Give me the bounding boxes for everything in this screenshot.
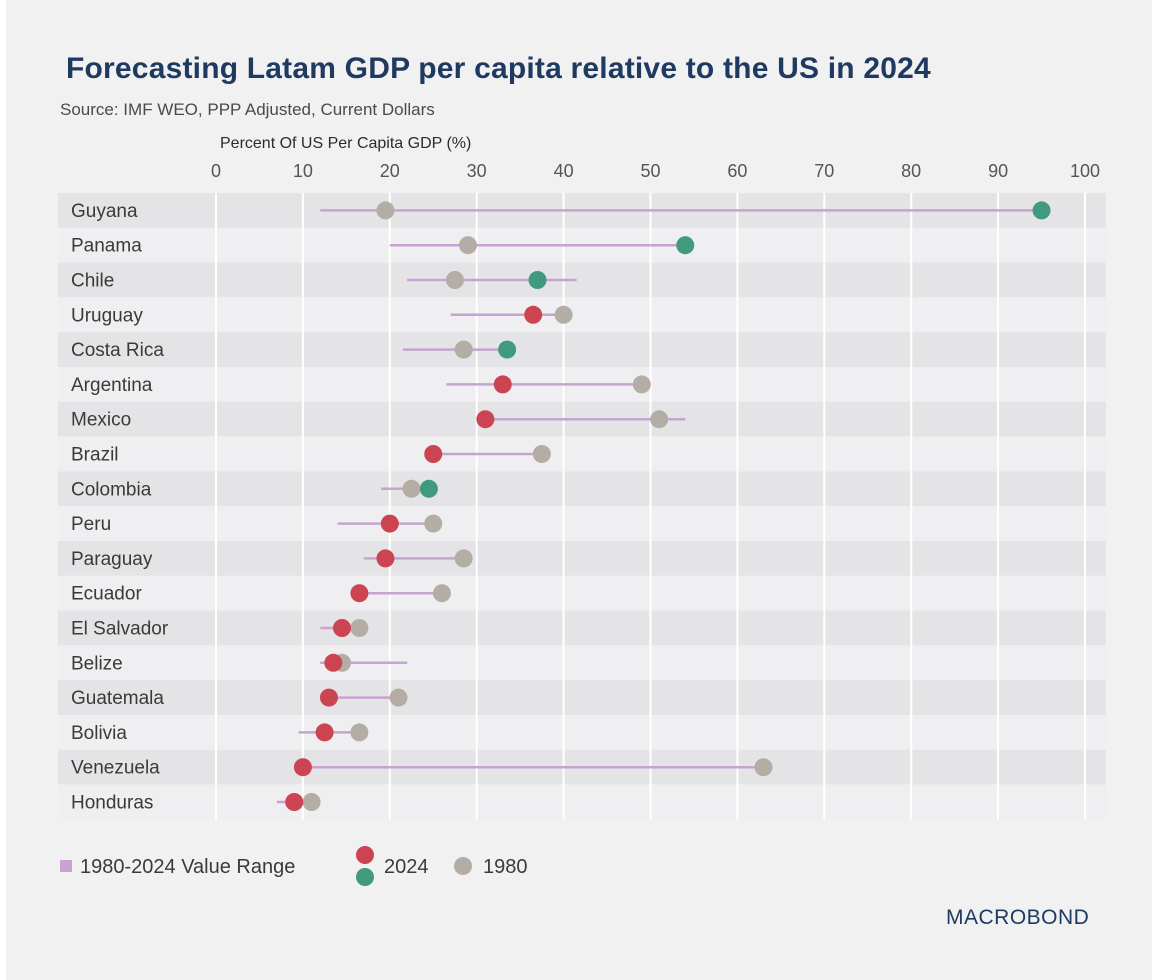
country-label: Brazil [71,445,119,466]
row-band [58,436,1106,472]
country-label: Belize [71,653,123,674]
country-label: Honduras [71,793,153,814]
dot-2024 [324,653,343,672]
dot-2024 [528,271,547,289]
dot-1980 [554,305,573,324]
x-tick-label: 10 [293,161,313,181]
dot-2024 [424,445,443,463]
dot-2024 [380,514,399,533]
dot-1980 [445,271,464,289]
row-band [58,680,1106,715]
row-band [58,471,1106,507]
chart-title: Forecasting Latam GDP per capita relativ… [66,52,931,85]
dot-1980 [350,619,369,637]
legend-1980-dot [454,857,472,875]
x-axis-label: Percent Of US Per Capita GDP (%) [220,135,471,152]
dot-2024 [476,410,495,429]
dot-1980 [650,410,669,429]
macrobond-logo: MACROBOND [946,906,1090,929]
legend-2024-green-dot [356,868,374,886]
country-label: Costa Rica [71,340,164,361]
country-label: Mexico [71,410,131,431]
x-tick-label: 60 [727,161,747,181]
dot-1980 [454,549,473,568]
country-label: Uruguay [71,305,143,326]
legend-range-label: 1980-2024 Value Range [80,856,295,878]
row-band [58,715,1106,750]
dot-2024 [1032,201,1051,220]
dot-2024 [350,584,369,603]
dot-1980 [432,584,451,603]
country-label: Panama [71,236,142,257]
dot-1980 [389,688,408,707]
x-tick-label: 20 [380,161,400,181]
dot-2024 [524,305,543,324]
chart-subtitle: Source: IMF WEO, PPP Adjusted, Current D… [60,100,435,119]
row-band [58,506,1106,541]
row-band [58,575,1106,611]
dot-2024 [376,549,395,568]
dot-2024 [285,793,304,811]
row-band [58,645,1106,681]
dot-2024 [676,236,695,255]
dot-2024 [319,688,338,707]
legend-2024-label: 2024 [384,856,429,878]
dot-1980 [532,445,551,463]
row-band [58,784,1106,820]
x-tick-label: 0 [211,161,221,181]
legend-range-swatch [60,860,72,872]
row-band [58,262,1106,298]
legend-2024-red-dot [356,846,374,864]
country-label: Ecuador [71,584,142,605]
dot-1980 [632,375,651,394]
dot-1980 [459,236,478,255]
row-band [58,541,1106,576]
x-tick-label: 30 [467,161,487,181]
x-tick-label: 40 [554,161,574,181]
dot-1980 [754,758,773,777]
dot-1980 [302,793,321,811]
dot-2024 [333,619,352,637]
legend-1980-label: 1980 [483,856,528,878]
country-label: Guatemala [71,688,164,709]
x-tick-label: 90 [988,161,1008,181]
row-band [58,297,1106,333]
country-label: Venezuela [71,758,160,779]
dot-2024 [493,375,512,394]
dot-2024 [419,479,438,498]
country-label: Bolivia [71,723,127,744]
country-label: Colombia [71,479,152,500]
row-band [58,332,1106,367]
dot-1980 [402,479,421,498]
x-tick-label: 50 [640,161,660,181]
country-label: Argentina [71,375,153,396]
country-label: Peru [71,514,111,535]
dot-1980 [454,340,473,359]
country-label: Guyana [71,201,138,222]
dot-2024 [315,723,334,742]
x-tick-label: 100 [1070,161,1100,181]
row-band [58,610,1106,646]
country-label: Paraguay [71,549,153,570]
dot-2024 [293,758,312,777]
country-label: El Salvador [71,619,169,640]
dot-1980 [376,201,395,220]
x-tick-label: 70 [814,161,834,181]
dot-2024 [498,340,517,359]
country-label: Chile [71,271,114,292]
dot-1980 [424,514,443,533]
dot-1980 [350,723,369,742]
x-tick-label: 80 [901,161,921,181]
